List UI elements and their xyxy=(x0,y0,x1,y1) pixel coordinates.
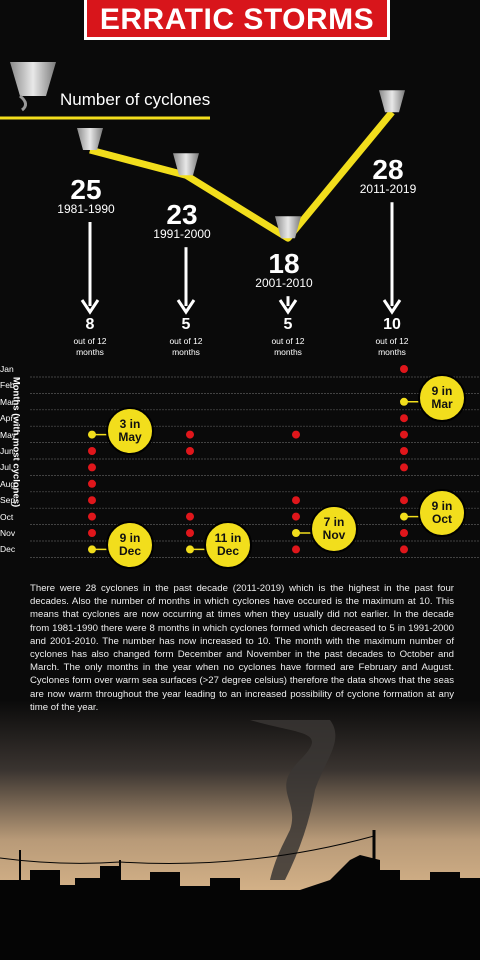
month-dot xyxy=(292,545,300,554)
category-label: 2001-2010 xyxy=(255,276,313,291)
month-label: Jan xyxy=(0,364,14,374)
month-dot xyxy=(400,463,408,472)
month-dot xyxy=(292,512,300,521)
chart-title: Number of cyclones xyxy=(60,90,211,109)
arrow-head xyxy=(80,299,100,315)
month-label: Nov xyxy=(0,528,16,538)
month-dot xyxy=(186,529,194,537)
month-label: Jul xyxy=(0,462,11,473)
month-dot xyxy=(400,496,408,505)
paragraph: There were 28 cyclones in the past decad… xyxy=(30,583,454,713)
month-dot xyxy=(186,430,194,439)
value-label: 23 xyxy=(166,199,198,231)
months-count: 5 xyxy=(283,316,293,333)
month-label: Sep xyxy=(0,495,16,506)
months-count: 10 xyxy=(383,316,401,333)
value-label: 28 xyxy=(372,154,404,186)
arrow-head xyxy=(382,299,402,315)
month-dot xyxy=(88,447,96,455)
month-dot xyxy=(400,447,408,455)
cyclone-line xyxy=(89,109,395,242)
tornado xyxy=(250,720,336,880)
callout: 9 in Mar xyxy=(418,373,466,422)
month-dot xyxy=(292,430,300,439)
tornado-icon xyxy=(10,62,56,96)
month-label: Feb xyxy=(0,380,15,391)
month-dot xyxy=(400,365,408,373)
cup-icon xyxy=(379,90,405,113)
months-label: out of 12 months xyxy=(271,336,305,357)
month-label: Oct xyxy=(0,511,14,522)
month-label: Apr xyxy=(0,413,14,424)
arrow-head xyxy=(176,299,196,315)
cup-icon xyxy=(173,153,199,176)
month-dot xyxy=(88,496,96,505)
month-dot xyxy=(186,447,194,455)
month-dot xyxy=(400,430,408,439)
months-count: 8 xyxy=(85,316,95,333)
cup-icon xyxy=(275,216,301,239)
title: ERRATIC STORMS xyxy=(84,0,390,40)
cup-icon xyxy=(77,128,103,150)
month-label: Jun xyxy=(0,446,14,456)
months-label: out of 12 months xyxy=(375,336,409,357)
arrow-head xyxy=(278,299,298,315)
month-dot xyxy=(88,512,96,521)
tornado-tail xyxy=(19,94,27,112)
callout: 9 in Dec xyxy=(106,521,154,570)
month-dot xyxy=(400,545,408,554)
month-dot xyxy=(88,529,96,537)
callout: 9 in Oct xyxy=(418,488,466,537)
category-label: 2011-2019 xyxy=(359,182,417,197)
months-label: out of 12 months xyxy=(73,336,107,357)
wire xyxy=(0,835,375,865)
callout: 3 in May xyxy=(106,406,154,455)
month-dot xyxy=(400,529,408,537)
month-label: Mar xyxy=(0,396,15,407)
callout: 11 in Dec xyxy=(204,521,252,570)
callout: 7 in Nov xyxy=(310,505,358,553)
category-label: 1981-1990 xyxy=(57,202,115,216)
month-label: Aug xyxy=(0,478,16,489)
sky xyxy=(0,700,480,900)
month-dot xyxy=(292,496,300,505)
category-label: 1991-2000 xyxy=(153,227,211,242)
month-label: May xyxy=(0,429,17,440)
value-label: 18 xyxy=(268,248,300,280)
month-dot xyxy=(88,463,96,472)
month-label: Dec xyxy=(0,544,16,555)
month-dot xyxy=(88,479,96,488)
months-count: 5 xyxy=(181,316,191,333)
month-dot xyxy=(186,512,194,521)
month-dot xyxy=(400,414,408,423)
value-label: 25 xyxy=(70,174,102,205)
months-label: out of 12 months xyxy=(169,336,203,357)
